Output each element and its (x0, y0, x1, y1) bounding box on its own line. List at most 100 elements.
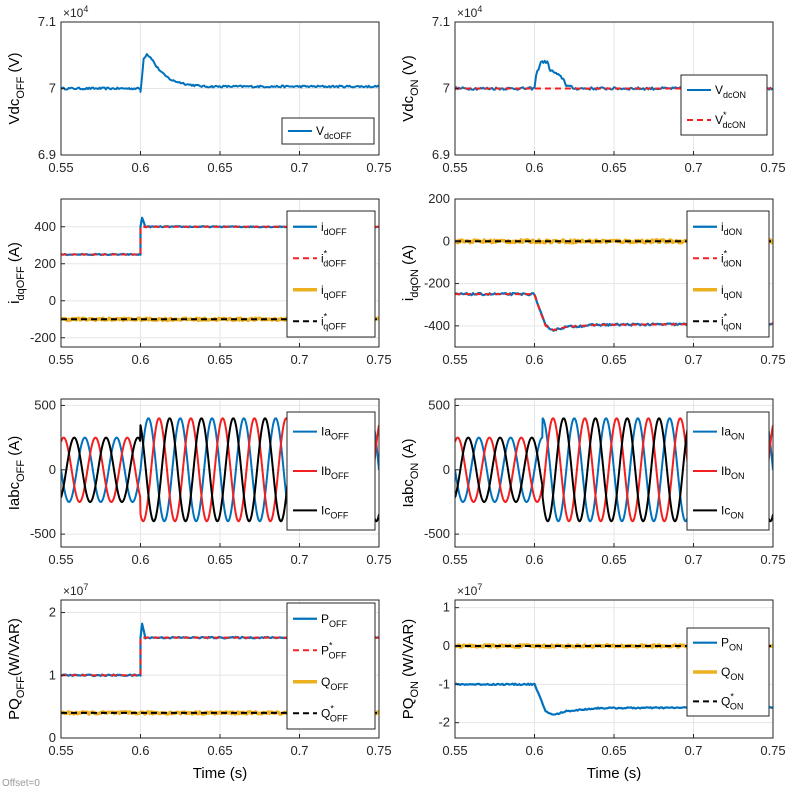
y-tick-label: 0 (443, 638, 450, 653)
x-tick-label: 0.7 (684, 352, 702, 367)
y-tick-label: 500 (428, 397, 450, 412)
y-axis-label: PQON (W/VAR) (400, 619, 421, 719)
y-axis-label: idqON (A) (400, 245, 421, 301)
chart-idq_on: 0.55 0.6 0.65 0.7 0.75 -400 -200 0 200 idqON (A) i… (400, 191, 786, 367)
y-tick-label: 200 (428, 191, 450, 206)
y-axis-label: PQOFF(W/VAR) (6, 618, 27, 720)
axis-exponent: ×104 (63, 4, 88, 20)
legend-entry: IaOFF (321, 425, 350, 442)
y-tick-label: 0 (49, 293, 56, 308)
y-tick-label: 1 (49, 667, 56, 682)
y-tick-label: -200 (30, 330, 56, 345)
x-tick-label: 0.65 (207, 352, 232, 367)
legend-box (286, 210, 376, 338)
x-tick-label: 0.75 (760, 743, 785, 758)
legend-entry: IbON (721, 464, 745, 481)
y-tick-label: 7.1 (432, 14, 450, 29)
x-tick-label: 0.6 (525, 743, 543, 758)
x-tick-label: 0.55 (48, 743, 73, 758)
series-group (61, 53, 379, 93)
legend-entry: IaON (721, 425, 745, 442)
x-tick-label: 0.65 (207, 160, 232, 175)
legend: idOFF i* dOFF iqOFF i* qOFF (286, 210, 376, 338)
y-tick-label: 200 (34, 256, 56, 271)
legend-entry: idON (721, 220, 742, 237)
legend: VdcON V* dcON (680, 74, 768, 136)
x-tick-label: 0.6 (131, 160, 149, 175)
axis-exponent: ×107 (457, 582, 482, 598)
axis-exponent: ×104 (457, 4, 482, 20)
x-tick-label: 0.75 (366, 743, 391, 758)
legend-entry: P* OFF (321, 640, 347, 660)
x-tick-label: 0.6 (131, 743, 149, 758)
legend-entry: iqON (721, 283, 742, 300)
legend-entry: VdcOFF (316, 124, 352, 141)
x-tick-label: 0.55 (442, 160, 467, 175)
legend-entry: idOFF (321, 220, 347, 237)
y-axis-label: VdcOFF (V) (6, 52, 27, 124)
legend-entry: IcON (721, 503, 744, 520)
x-tick-label: 0.75 (760, 160, 785, 175)
chart-pq_off: 0.55 0.6 0.65 0.7 0.75 0 1 2 ×107 PQOFF(W/VAR) Tim… (6, 582, 392, 782)
x-tick-label: 0.65 (601, 743, 626, 758)
legend-entry: Q* OFF (321, 703, 348, 723)
x-tick-label: 0.75 (366, 160, 391, 175)
y-tick-label: 2 (49, 605, 56, 620)
x-tick-label: 0.6 (525, 352, 543, 367)
x-tick-label: 0.55 (442, 352, 467, 367)
legend-entry: Q* ON (721, 691, 743, 711)
x-tick-label: 0.75 (366, 552, 391, 567)
y-tick-label: 0 (443, 462, 450, 477)
legend-entry: V* dcON (715, 110, 746, 130)
legend-entry: PON (721, 636, 743, 653)
x-axis-label: Time (s) (193, 765, 247, 782)
y-tick-label: -2 (438, 715, 450, 730)
axis-exponent: ×107 (63, 582, 88, 598)
x-tick-label: 0.7 (290, 352, 308, 367)
legend-entry: i* dOFF (321, 248, 347, 268)
x-tick-label: 0.65 (601, 352, 626, 367)
legend-box (686, 210, 770, 338)
chart-vdc_on: 0.55 0.6 0.65 0.7 0.75 6.9 7 7.1 ×104 VdcON (V) Vd… (400, 4, 786, 175)
x-tick-label: 0.75 (366, 352, 391, 367)
x-tick-label: 0.6 (525, 160, 543, 175)
legend-entry: IbOFF (321, 464, 350, 481)
chart-vdc_off: 0.55 0.6 0.65 0.7 0.75 6.9 7 7.1 ×104 VdcOFF (V) V… (6, 4, 392, 175)
legend-entry: IcOFF (321, 503, 349, 520)
x-tick-label: 0.75 (760, 552, 785, 567)
y-axis-label: IabcOFF (A) (6, 436, 27, 511)
chart-iabc_on: 0.55 0.6 0.65 0.7 0.75 -500 0 500 IabcON (A) IaON… (400, 397, 786, 567)
legend-entry: i* qOFF (321, 311, 347, 331)
y-tick-label: 6.9 (432, 147, 450, 162)
legend-entry: POFF (321, 612, 348, 629)
chart-pq_on: 0.55 0.6 0.65 0.7 0.75 -2 -1 0 1 ×107 PQON (W/VAR)… (400, 582, 786, 782)
y-tick-label: 0 (49, 730, 56, 745)
legend: POFF P* OFF QOFF Q* OFF (286, 602, 376, 730)
y-tick-label: 7 (443, 81, 450, 96)
x-tick-label: 0.55 (442, 743, 467, 758)
legend: PON QON Q* ON (686, 627, 770, 717)
y-axis-label: VdcON (V) (400, 55, 421, 122)
legend-entry: QOFF (321, 675, 349, 692)
legend: IaOFF IbOFF IcOFF (286, 411, 376, 531)
legend-box (286, 602, 376, 730)
x-tick-label: 0.7 (290, 552, 308, 567)
legend-entry: VdcON (715, 83, 746, 100)
x-tick-label: 0.7 (684, 160, 702, 175)
y-tick-label: 6.9 (38, 147, 56, 162)
y-tick-label: 1 (443, 600, 450, 615)
x-tick-label: 0.7 (290, 160, 308, 175)
x-tick-label: 0.7 (684, 552, 702, 567)
y-tick-label: -500 (30, 526, 56, 541)
y-tick-label: -200 (424, 276, 450, 291)
legend-box (680, 74, 768, 136)
x-tick-label: 0.7 (290, 743, 308, 758)
chart-idq_off: 0.55 0.6 0.65 0.7 0.75 -200 0 200 400 idqOFF (A) i… (6, 198, 392, 367)
legend: VdcOFF (281, 117, 375, 145)
offset-label: Offset=0 (2, 778, 40, 789)
series-line-idon-ref (455, 293, 773, 332)
legend-entry: i* qON (721, 311, 742, 331)
x-tick-label: 0.55 (442, 552, 467, 567)
y-tick-label: 500 (34, 397, 56, 412)
